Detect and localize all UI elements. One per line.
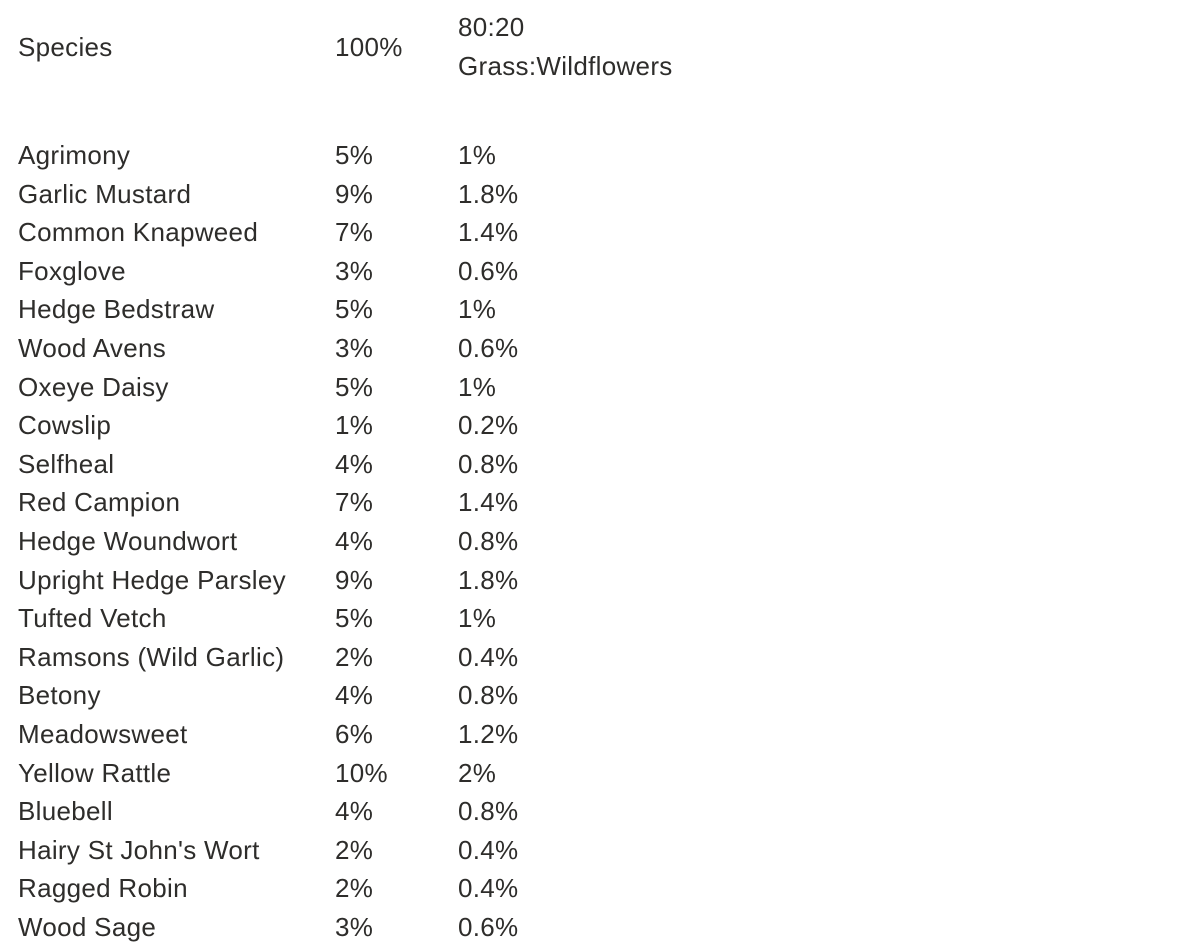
header-body-gap bbox=[18, 86, 1200, 136]
species-cell: Selfheal bbox=[18, 448, 115, 479]
full-mix-cell: 3% bbox=[335, 911, 374, 942]
species-cell: Hedge Bedstraw bbox=[18, 294, 215, 325]
species-cell: Meadowsweet bbox=[18, 718, 188, 749]
table-row: Yellow Rattle 10% 2% bbox=[18, 754, 1200, 793]
table-row: Garlic Mustard 9% 1.8% bbox=[18, 175, 1200, 214]
species-cell: Agrimony bbox=[18, 140, 131, 170]
full-mix-cell: 5% bbox=[335, 140, 374, 170]
grass-mix-cell: 1.4% bbox=[458, 217, 519, 248]
full-mix-cell: 7% bbox=[335, 217, 374, 248]
species-cell: Upright Hedge Parsley bbox=[18, 564, 286, 595]
species-cell: Bluebell bbox=[18, 796, 113, 827]
species-cell: Garlic Mustard bbox=[18, 178, 192, 209]
table-row: Bluebell 4% 0.8% bbox=[18, 792, 1200, 831]
species-cell: Oxeye Daisy bbox=[18, 371, 169, 402]
species-cell: Ragged Robin bbox=[18, 873, 188, 904]
table-row: Ramsons (Wild Garlic) 2% 0.4% bbox=[18, 638, 1200, 677]
full-mix-cell: 10% bbox=[335, 757, 388, 788]
table-row: Foxglove 3% 0.6% bbox=[18, 252, 1200, 291]
grass-mix-cell: 1.2% bbox=[458, 718, 519, 749]
species-cell: Red Campion bbox=[18, 487, 181, 518]
header-grass-wildflowers-mix: 80:20 Grass:Wildflowers bbox=[458, 12, 673, 81]
species-cell: Yellow Rattle bbox=[18, 757, 172, 788]
grass-mix-cell: 1% bbox=[458, 603, 497, 634]
table-row: Wood Sage 3% 0.6% bbox=[18, 908, 1200, 947]
species-cell: Common Knapweed bbox=[18, 217, 259, 248]
grass-mix-cell: 0.4% bbox=[458, 834, 519, 865]
table-row: Selfheal 4% 0.8% bbox=[18, 445, 1200, 484]
species-cell: Hedge Woundwort bbox=[18, 525, 238, 556]
grass-mix-cell: 1.8% bbox=[458, 178, 519, 209]
full-mix-cell: 5% bbox=[335, 371, 374, 402]
table-row: Cowslip 1% 0.2% bbox=[18, 406, 1200, 445]
full-mix-cell: 3% bbox=[335, 332, 374, 363]
species-cell: Cowslip bbox=[18, 410, 112, 441]
full-mix-cell: 3% bbox=[335, 255, 374, 286]
grass-mix-cell: 0.6% bbox=[458, 332, 519, 363]
header-full-mix: 100% bbox=[335, 31, 403, 62]
full-mix-cell: 7% bbox=[335, 487, 374, 518]
table-header-row: Species 100% 80:20 Grass:Wildflowers bbox=[18, 8, 1200, 86]
grass-mix-cell: 0.6% bbox=[458, 255, 519, 286]
full-mix-cell: 5% bbox=[335, 294, 374, 325]
grass-mix-cell: 0.8% bbox=[458, 525, 519, 556]
full-mix-cell: 2% bbox=[335, 873, 374, 904]
full-mix-cell: 9% bbox=[335, 178, 374, 209]
table-row: Upright Hedge Parsley 9% 1.8% bbox=[18, 561, 1200, 600]
full-mix-cell: 4% bbox=[335, 448, 374, 479]
species-cell: Wood Avens bbox=[18, 332, 167, 363]
species-cell: Wood Sage bbox=[18, 911, 157, 942]
table-row: Common Knapweed 7% 1.4% bbox=[18, 213, 1200, 252]
full-mix-cell: 4% bbox=[335, 680, 374, 711]
table-row: Betony 4% 0.8% bbox=[18, 676, 1200, 715]
table-row: Meadowsweet 6% 1.2% bbox=[18, 715, 1200, 754]
full-mix-cell: 4% bbox=[335, 796, 374, 827]
table-row: Tufted Vetch 5% 1% bbox=[18, 599, 1200, 638]
table-row: Ragged Robin 2% 0.4% bbox=[18, 869, 1200, 908]
species-cell: Tufted Vetch bbox=[18, 603, 167, 634]
full-mix-cell: 5% bbox=[335, 603, 374, 634]
table-row: Hedge Woundwort 4% 0.8% bbox=[18, 522, 1200, 561]
species-cell: Hairy St John's Wort bbox=[18, 834, 260, 865]
table-row: Agrimony 5% 1% bbox=[18, 136, 1200, 175]
grass-mix-cell: 0.2% bbox=[458, 410, 519, 441]
full-mix-cell: 2% bbox=[335, 641, 374, 672]
full-mix-cell: 6% bbox=[335, 718, 374, 749]
table-row: Hedge Bedstraw 5% 1% bbox=[18, 290, 1200, 329]
grass-mix-cell: 0.4% bbox=[458, 873, 519, 904]
grass-mix-cell: 2% bbox=[458, 757, 497, 788]
table-row: Oxeye Daisy 5% 1% bbox=[18, 368, 1200, 407]
full-mix-cell: 1% bbox=[335, 410, 374, 441]
grass-mix-cell: 0.8% bbox=[458, 680, 519, 711]
table-row: Wood Avens 3% 0.6% bbox=[18, 329, 1200, 368]
grass-mix-cell: 1.8% bbox=[458, 564, 519, 595]
grass-mix-cell: 1.4% bbox=[458, 487, 519, 518]
species-cell: Ramsons (Wild Garlic) bbox=[18, 641, 285, 672]
table-row: Hairy St John's Wort 2% 0.4% bbox=[18, 831, 1200, 870]
header-species: Species bbox=[18, 31, 113, 62]
grass-mix-cell: 1% bbox=[458, 294, 497, 325]
full-mix-cell: 2% bbox=[335, 834, 374, 865]
grass-mix-cell: 0.6% bbox=[458, 911, 519, 942]
species-cell: Betony bbox=[18, 680, 101, 711]
grass-mix-cell: 0.8% bbox=[458, 796, 519, 827]
grass-mix-cell: 0.4% bbox=[458, 641, 519, 672]
table-row: Red Campion 7% 1.4% bbox=[18, 483, 1200, 522]
grass-mix-cell: 0.8% bbox=[458, 448, 519, 479]
grass-mix-cell: 1% bbox=[458, 140, 497, 170]
table-body: Agrimony 5% 1% Garlic Mustard 9% 1.8% Co… bbox=[18, 136, 1200, 946]
species-cell: Foxglove bbox=[18, 255, 126, 286]
full-mix-cell: 4% bbox=[335, 525, 374, 556]
grass-mix-cell: 1% bbox=[458, 371, 497, 402]
full-mix-cell: 9% bbox=[335, 564, 374, 595]
